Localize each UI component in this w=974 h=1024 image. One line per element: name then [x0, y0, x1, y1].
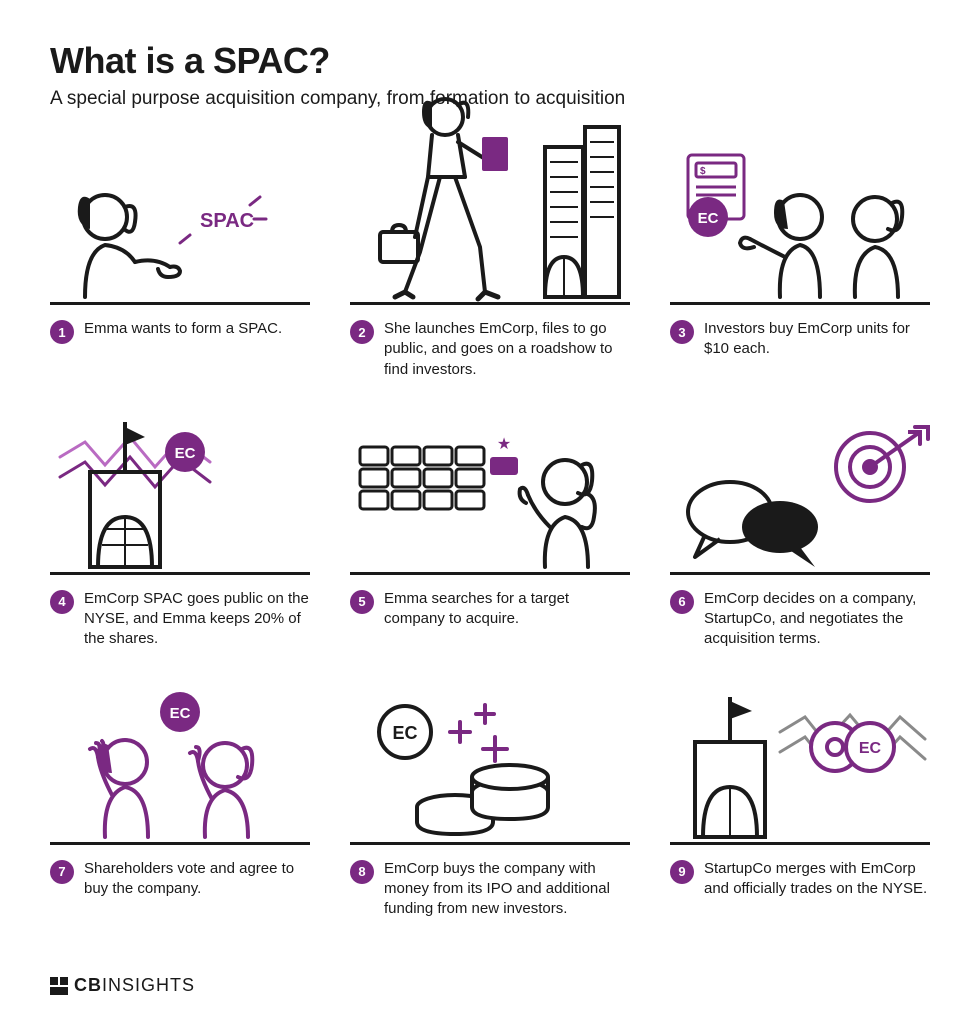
brand-logo-icon — [50, 977, 68, 995]
step-3: $ EC — [670, 150, 930, 380]
step-badge-5: 5 — [350, 590, 374, 614]
step-1: SPAC 1 Emma wants to form a SPAC. — [50, 150, 310, 380]
step-badge-6: 6 — [670, 590, 694, 614]
selected-card-icon — [490, 457, 518, 475]
step-text-9: StartupCo merges with EmCorp and officia… — [704, 859, 930, 900]
steps-grid: SPAC 1 Emma wants to form a SPAC. — [50, 150, 924, 919]
step-text-3: Investors buy EmCorp units for $10 each. — [704, 319, 930, 360]
plus-icon — [450, 705, 507, 761]
target-icon — [836, 427, 928, 501]
spac-burst-text: SPAC — [200, 210, 254, 232]
brand-rest: INSIGHTS — [102, 975, 195, 995]
step-3-illustration: $ EC — [670, 150, 930, 305]
step-text-7: Shareholders vote and agree to buy the c… — [84, 859, 310, 900]
step-2: 2 She launches EmCorp, files to go publi… — [350, 150, 630, 380]
step-4-illustration: EC — [50, 420, 310, 575]
step-text-2: She launches EmCorp, files to go public,… — [384, 319, 630, 380]
step-badge-8: 8 — [350, 860, 374, 884]
step-6-illustration — [670, 420, 930, 575]
step-8: EC 8 EmCorp buys t — [350, 690, 630, 920]
brand-logo: CBINSIGHTS — [50, 975, 195, 996]
ec-badge-7: EC — [170, 705, 191, 722]
step-text-5: Emma searches for a target company to ac… — [384, 589, 630, 630]
step-9: EC 9 StartupCo merges with EmCorp and of… — [670, 690, 930, 920]
svg-text:$: $ — [700, 166, 706, 177]
step-badge-2: 2 — [350, 320, 374, 344]
step-1-illustration: SPAC — [50, 150, 310, 305]
step-8-illustration: EC — [350, 690, 630, 845]
step-badge-4: 4 — [50, 590, 74, 614]
folder-icon — [482, 137, 508, 171]
step-5: ★ 5 Emma searches for a target company t… — [350, 420, 630, 650]
step-text-6: EmCorp decides on a com­pany, StartupCo,… — [704, 589, 930, 650]
page-title: What is a SPAC? — [50, 40, 924, 82]
step-7: EC 7 Shareholders vot — [50, 690, 310, 920]
step-4: EC 4 EmCorp SPAC goes public on the NYSE… — [50, 420, 310, 650]
step-text-4: EmCorp SPAC goes public on the NYSE, and… — [84, 589, 310, 650]
ec-badge-4: EC — [175, 445, 196, 462]
star-icon: ★ — [497, 436, 511, 453]
step-2-illustration — [350, 90, 630, 305]
ec-badge-9: EC — [859, 740, 882, 757]
ec-badge-3: EC — [698, 210, 719, 227]
step-badge-7: 7 — [50, 860, 74, 884]
step-5-illustration: ★ — [350, 420, 630, 575]
step-6: 6 EmCorp decides on a com­pany, StartupC… — [670, 420, 930, 650]
step-badge-1: 1 — [50, 320, 74, 344]
step-badge-3: 3 — [670, 320, 694, 344]
step-badge-9: 9 — [670, 860, 694, 884]
step-text-1: Emma wants to form a SPAC. — [84, 319, 282, 339]
step-9-illustration: EC — [670, 690, 930, 845]
ec-badge-8: EC — [392, 723, 417, 743]
step-7-illustration: EC — [50, 690, 310, 845]
brand-bold: CB — [74, 975, 102, 995]
step-text-8: EmCorp buys the company with money from … — [384, 859, 630, 920]
